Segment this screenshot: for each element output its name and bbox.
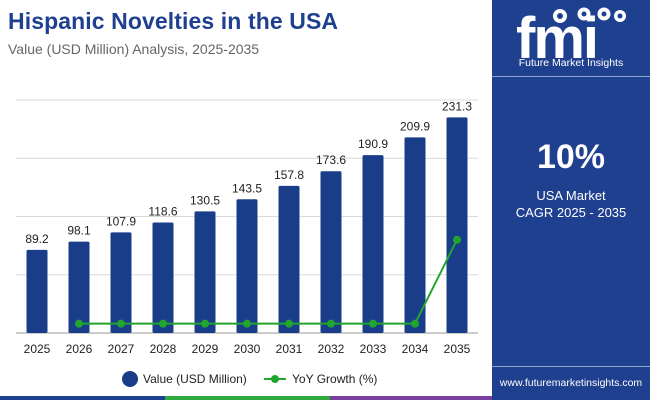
bar-series [26,117,468,333]
growth-point-2033[interactable] [369,319,377,328]
divider [492,76,650,77]
value-label-2030: 143.5 [232,181,262,195]
bar-2026[interactable] [68,241,90,333]
bar-2031[interactable] [278,185,300,333]
divider [492,366,650,367]
sidebar: fmi Future Market Insights 10% USA Marke… [492,0,650,400]
x-tick-label-2032: 2032 [318,342,345,356]
growth-point-2030[interactable] [243,319,251,328]
x-tick-label-2027: 2027 [108,342,135,356]
cagr-label-line2: CAGR 2025 - 2035 [515,205,627,220]
value-label-2025: 89.2 [25,232,49,246]
value-label-2035: 231.3 [442,99,472,113]
logo-text: Future Market Insights [518,57,624,69]
website-link[interactable]: www.futuremarketinsights.com [499,377,643,389]
x-tick-label-2031: 2031 [276,342,303,356]
cagr-value: 10% [536,138,606,176]
footer-bar-green [165,396,330,400]
growth-point-2032[interactable] [327,319,335,328]
growth-point-2027[interactable] [117,319,125,328]
chart: 89.2 98.1 107.9 118.6 130.5 143.5 157.8 173.6 19… [16,99,478,387]
growth-point-2031[interactable] [285,319,293,328]
bar-2034[interactable] [404,137,426,333]
value-label-2032: 173.6 [316,153,346,167]
fmi-logo-icon: fmi [516,6,626,68]
legend-line-marker-icon [271,375,279,383]
x-tick-label-2030: 2030 [234,342,261,356]
bar-2025[interactable] [26,249,48,333]
legend-bar-swatch-icon [122,371,138,387]
value-label-2028: 118.6 [148,204,177,218]
cagr-label-line1: USA Market [536,188,606,203]
x-tick-label-2033: 2033 [360,342,387,356]
legend-line-label: YoY Growth (%) [292,372,377,386]
footer-bar-purple [330,396,492,400]
bar-2028[interactable] [152,222,174,333]
bar-2030[interactable] [236,199,258,333]
bar-2033[interactable] [362,155,384,333]
value-label-2026: 98.1 [67,224,91,238]
chart-subtitle: Value (USD Million) Analysis, 2025-2035 [8,41,260,57]
growth-line [79,239,458,325]
growth-point-2029[interactable] [201,319,209,328]
x-tick-label-2035: 2035 [444,342,471,356]
footer-bar-blue [0,396,165,400]
value-labels: 89.2 98.1 107.9 118.6 130.5 143.5 157.8 173.6 19… [25,99,472,245]
legend[interactable]: Value (USD Million) YoY Growth (%) [122,371,377,387]
growth-point-2035[interactable] [453,235,461,244]
growth-point-2028[interactable] [159,319,167,328]
x-tick-label-2026: 2026 [66,342,93,356]
growth-line-series [75,235,461,328]
x-tick-label-2025: 2025 [24,342,51,356]
bar-2032[interactable] [320,171,342,333]
legend-bar-label: Value (USD Million) [143,372,247,386]
bar-2029[interactable] [194,211,216,333]
x-tick-label-2034: 2034 [402,342,429,356]
value-label-2027: 107.9 [106,214,136,228]
x-tick-label-2029: 2029 [192,342,219,356]
growth-point-2034[interactable] [411,319,419,328]
value-label-2033: 190.9 [358,137,388,151]
bar-2027[interactable] [110,232,132,333]
x-tick-label-2028: 2028 [150,342,177,356]
value-label-2031: 157.8 [274,168,304,182]
growth-point-2026[interactable] [75,319,83,328]
x-axis: 2025 2026 2027 2028 2029 2030 2031 2032 2033 2034… [24,342,471,356]
value-label-2034: 209.9 [400,119,430,133]
cagr-label: USA Market CAGR 2025 - 2035 [492,187,650,221]
chart-title: Hispanic Novelties in the USA [8,8,339,34]
value-label-2029: 130.5 [190,193,220,207]
bar-2035[interactable] [446,117,468,333]
